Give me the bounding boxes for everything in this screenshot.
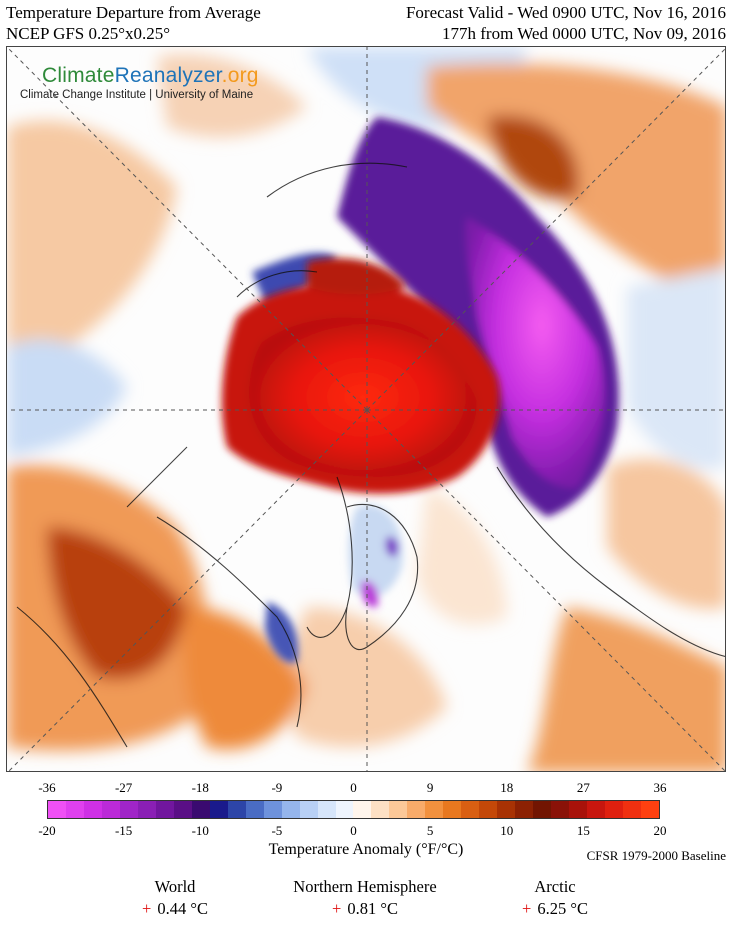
fahrenheit-tick-label: -27 [114, 780, 133, 795]
fahrenheit-tick-label: 9 [426, 780, 434, 795]
anomaly-map[interactable] [6, 46, 726, 772]
color-swatch [425, 801, 444, 818]
color-swatch [317, 801, 336, 818]
forecast-valid-time: Forecast Valid - Wed 0900 UTC, Nov 16, 2… [405, 3, 726, 22]
stat-label: World [154, 877, 196, 896]
color-swatch [551, 801, 570, 818]
fahrenheit-tick-label: 36 [653, 780, 667, 795]
fahrenheit-ticks: -36 -27 -18 -9 0 9 18 27 36 [38, 780, 666, 796]
celsius-tick-label: 20 [653, 823, 667, 838]
color-swatch [389, 801, 408, 818]
stat-value-row: +6.25 °C [522, 898, 588, 920]
color-swatch [497, 801, 516, 818]
color-swatch [515, 801, 534, 818]
stat-block: World +0.44 °C [142, 876, 208, 920]
plus-sign: + [142, 899, 152, 918]
color-swatch [173, 801, 192, 818]
color-swatch [245, 801, 264, 818]
stat-label: Arctic [534, 877, 576, 896]
color-swatch [479, 801, 498, 818]
graticule-lines [7, 47, 725, 771]
color-swatch [353, 801, 372, 818]
color-swatch [155, 801, 174, 818]
map-title: Temperature Departure from Average [6, 3, 261, 22]
header-left: Temperature Departure from Average NCEP … [6, 2, 261, 44]
celsius-tick-label: 10 [500, 823, 514, 838]
logo-brand-part-3: .org [221, 64, 259, 87]
color-swatch [533, 801, 552, 818]
climate-reanalyzer-logo[interactable]: ClimateReanalyzer.org Climate Change Ins… [20, 64, 259, 101]
background-anomaly-fields [7, 47, 725, 771]
color-swatch [587, 801, 606, 818]
color-swatch [623, 801, 641, 818]
color-swatch [281, 801, 300, 818]
color-swatch [407, 801, 426, 818]
color-swatch [371, 801, 390, 818]
stat-label: Northern Hemisphere [293, 877, 437, 896]
color-swatch [569, 801, 588, 818]
stat-block: Arctic +6.25 °C [522, 876, 588, 920]
coastlines [16, 162, 725, 748]
fahrenheit-tick-label: -9 [271, 780, 283, 795]
fahrenheit-tick-label: -36 [38, 780, 56, 795]
model-label: NCEP GFS 0.25°x0.25° [6, 24, 171, 43]
baseline-label: CFSR 1979-2000 Baseline [586, 848, 726, 863]
color-swatch [48, 801, 66, 818]
color-swatch [443, 801, 462, 818]
stat-value: 0.44 °C [157, 899, 208, 918]
color-swatch [191, 801, 210, 818]
logo-brand-part-1: Climate [42, 64, 115, 87]
color-swatch [335, 801, 354, 818]
fahrenheit-tick-label: 27 [576, 780, 590, 795]
anomaly-map-graphic [7, 47, 725, 771]
celsius-tick-label: 5 [426, 823, 434, 838]
logo-brand-part-2: Reanalyzer [114, 64, 222, 87]
color-swatch [209, 801, 228, 818]
color-swatch [605, 801, 623, 818]
plus-sign: + [332, 899, 342, 918]
color-swatch [101, 801, 120, 818]
fahrenheit-tick-label: -18 [191, 780, 209, 795]
stat-value-row: +0.44 °C [142, 898, 208, 920]
celsius-tick-label: -20 [38, 823, 56, 838]
color-swatch [299, 801, 318, 818]
color-swatch [65, 801, 84, 818]
celsius-tick-label: -10 [191, 823, 209, 838]
color-swatch [461, 801, 480, 818]
logo-subtitle: Climate Change Institute | University of… [20, 89, 254, 101]
color-swatch [137, 801, 156, 818]
stat-block: Northern Hemisphere +0.81 °C [293, 876, 436, 920]
celsius-tick-label: -15 [114, 823, 133, 838]
fahrenheit-tick-label: 18 [500, 780, 514, 795]
plus-sign: + [522, 899, 532, 918]
stat-value: 0.81 °C [347, 899, 398, 918]
stat-value: 6.25 °C [537, 899, 588, 918]
celsius-tick-label: -5 [271, 823, 283, 838]
cold-anomaly-region [252, 117, 619, 663]
color-swatch [227, 801, 246, 818]
celsius-tick-label: 0 [350, 823, 357, 838]
forecast-lead-time: 177h from Wed 0000 UTC, Nov 09, 2016 [442, 24, 726, 43]
color-swatch [640, 801, 659, 818]
logo-brand: ClimateReanalyzer.org [42, 64, 259, 88]
color-scale-bar [47, 800, 660, 819]
color-swatch [263, 801, 282, 818]
header-right: Forecast Valid - Wed 0900 UTC, Nov 16, 2… [406, 2, 726, 44]
stat-value-row: +0.81 °C [293, 898, 436, 920]
colorbar-units-label: Temperature Anomaly (°F/°C) [268, 841, 464, 858]
color-swatch [83, 801, 102, 818]
color-swatch [119, 801, 138, 818]
celsius-tick-label: 15 [576, 823, 590, 838]
fahrenheit-tick-label: 0 [350, 780, 357, 795]
celsius-ticks: -20 -15 -10 -5 0 5 10 15 20 [38, 823, 666, 839]
